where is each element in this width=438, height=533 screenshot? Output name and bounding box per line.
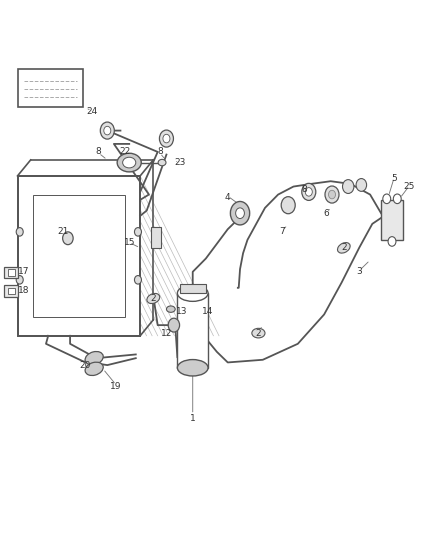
Circle shape bbox=[325, 186, 339, 203]
Circle shape bbox=[281, 197, 295, 214]
Text: 6: 6 bbox=[323, 209, 329, 217]
Ellipse shape bbox=[85, 351, 103, 365]
Circle shape bbox=[383, 194, 391, 204]
Text: 7: 7 bbox=[279, 228, 286, 236]
Text: 12: 12 bbox=[161, 329, 172, 337]
Ellipse shape bbox=[158, 159, 166, 166]
Circle shape bbox=[134, 276, 141, 284]
Circle shape bbox=[159, 130, 173, 147]
Text: 15: 15 bbox=[124, 238, 135, 247]
Ellipse shape bbox=[147, 293, 160, 304]
Text: 19: 19 bbox=[110, 382, 122, 391]
Text: 21: 21 bbox=[58, 228, 69, 236]
Text: 14: 14 bbox=[202, 308, 214, 316]
Ellipse shape bbox=[123, 157, 136, 168]
Text: 4: 4 bbox=[225, 193, 230, 201]
Ellipse shape bbox=[166, 306, 175, 312]
Circle shape bbox=[134, 228, 141, 236]
Bar bbox=[18, 69, 83, 107]
Circle shape bbox=[356, 179, 367, 191]
Circle shape bbox=[230, 201, 250, 225]
Bar bbox=[8, 269, 15, 276]
Bar bbox=[4, 266, 18, 278]
Circle shape bbox=[168, 318, 180, 332]
Circle shape bbox=[104, 126, 111, 135]
Circle shape bbox=[305, 188, 312, 196]
Circle shape bbox=[16, 228, 23, 236]
Bar bbox=[4, 285, 18, 297]
Text: 8: 8 bbox=[301, 185, 307, 193]
Text: 24: 24 bbox=[86, 108, 98, 116]
Circle shape bbox=[163, 134, 170, 143]
Bar bbox=[180, 284, 206, 293]
Circle shape bbox=[236, 208, 244, 219]
Text: 13: 13 bbox=[176, 308, 187, 316]
Ellipse shape bbox=[85, 362, 103, 376]
Text: 25: 25 bbox=[404, 182, 415, 191]
Text: 5: 5 bbox=[391, 174, 397, 183]
Text: 8: 8 bbox=[95, 148, 102, 156]
Text: 3: 3 bbox=[356, 268, 362, 276]
Text: 2: 2 bbox=[256, 329, 261, 337]
Text: 18: 18 bbox=[18, 286, 30, 295]
Bar bbox=[177, 293, 208, 368]
Ellipse shape bbox=[177, 285, 208, 301]
Bar bbox=[151, 227, 161, 248]
Ellipse shape bbox=[177, 360, 208, 376]
Bar bbox=[33, 195, 125, 317]
Text: 2: 2 bbox=[151, 294, 156, 303]
Text: 8: 8 bbox=[157, 148, 163, 156]
Ellipse shape bbox=[338, 243, 350, 253]
Bar bbox=[18, 176, 140, 336]
Text: 2: 2 bbox=[341, 244, 346, 252]
Circle shape bbox=[343, 180, 354, 193]
Circle shape bbox=[16, 276, 23, 284]
Circle shape bbox=[302, 183, 316, 200]
Text: 20: 20 bbox=[80, 361, 91, 369]
Circle shape bbox=[328, 190, 336, 199]
Circle shape bbox=[388, 237, 396, 246]
Text: 1: 1 bbox=[190, 414, 196, 423]
Text: 22: 22 bbox=[119, 148, 131, 156]
Ellipse shape bbox=[252, 328, 265, 338]
Text: 17: 17 bbox=[18, 268, 30, 276]
Bar bbox=[18, 176, 140, 336]
Circle shape bbox=[393, 194, 401, 204]
Bar bbox=[381, 200, 403, 240]
Ellipse shape bbox=[117, 154, 141, 172]
Circle shape bbox=[63, 232, 73, 245]
Circle shape bbox=[100, 122, 114, 139]
Text: 23: 23 bbox=[174, 158, 185, 167]
Bar bbox=[8, 288, 15, 294]
